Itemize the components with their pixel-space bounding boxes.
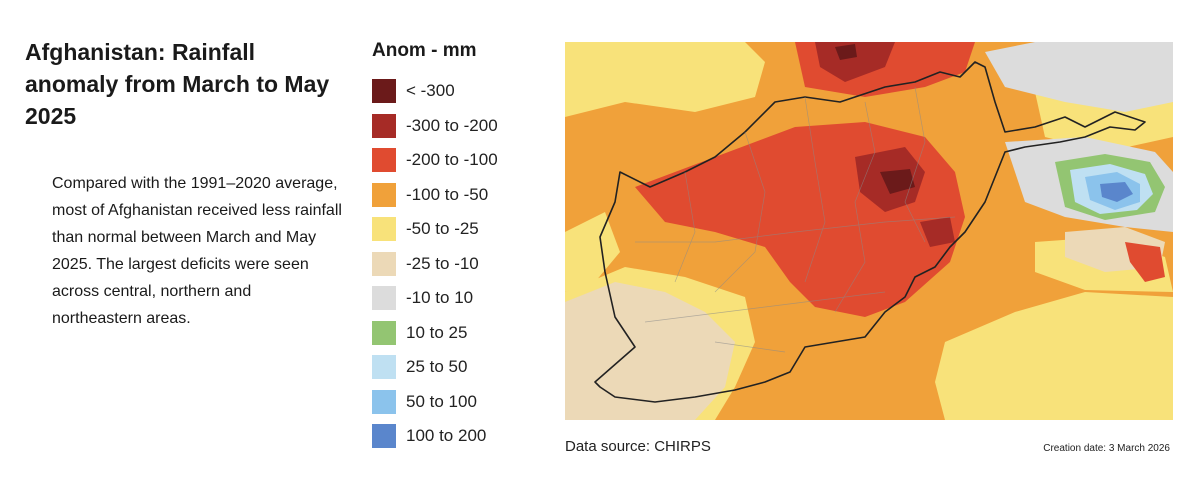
legend-swatch <box>372 355 396 380</box>
map-zone-red-east <box>1125 242 1165 282</box>
legend-label: 50 to 100 <box>406 391 477 411</box>
map-zone-darkest-north <box>835 44 857 60</box>
legend-item: -100 to -50 <box>372 178 542 213</box>
legend-swatch <box>372 424 396 449</box>
legend-item: 50 to 100 <box>372 385 542 420</box>
legend-item: -200 to -100 <box>372 143 542 178</box>
map-zone-yellow-nw <box>565 42 765 117</box>
legend-item: 10 to 25 <box>372 316 542 351</box>
legend-swatch <box>372 320 396 345</box>
legend-label: -25 to -10 <box>406 253 479 273</box>
map-description: Compared with the 1991–2020 average, mos… <box>52 175 342 327</box>
legend-label: 10 to 25 <box>406 322 468 342</box>
legend-label: -50 to -25 <box>406 219 479 239</box>
legend-item: -25 to -10 <box>372 247 542 282</box>
map-zone-yellow-se <box>935 292 1173 420</box>
map-zone-beige-sw <box>565 282 735 420</box>
legend-title: Anom - mm <box>372 40 477 61</box>
legend-label: 25 to 50 <box>406 357 468 377</box>
map-title: Afghanistan: Rainfall anomaly from March… <box>25 39 330 129</box>
legend-item: 25 to 50 <box>372 350 542 385</box>
legend-label: -100 to -50 <box>406 184 489 204</box>
legend-label: -300 to -200 <box>406 115 498 135</box>
map-zone-darkred-north <box>815 42 895 82</box>
legend-swatch <box>372 182 396 207</box>
legend-label: -10 to 10 <box>406 288 474 308</box>
legend-label: 100 to 200 <box>406 426 487 446</box>
legend-list: < -300 -300 to -200 -200 to -100 -100 to -5… <box>372 74 542 454</box>
map-svg <box>565 42 1173 420</box>
rainfall-anomaly-map <box>565 42 1173 420</box>
map-zone-darkblue <box>1100 182 1133 202</box>
legend-swatch <box>372 217 396 242</box>
legend-swatch <box>372 79 396 104</box>
map-zone-darkred-east <box>920 217 955 247</box>
map-zone-darkest <box>880 169 915 194</box>
legend-label: < -300 <box>406 81 455 101</box>
afghanistan-border <box>594 61 1146 403</box>
creation-date: Creation date: 3 March 2026 <box>1043 443 1170 454</box>
data-source: Data source: CHIRPS <box>565 438 711 455</box>
legend-swatch <box>372 251 396 276</box>
legend-swatch <box>372 113 396 138</box>
legend-swatch <box>372 148 396 173</box>
legend-item: -10 to 10 <box>372 281 542 316</box>
legend-swatch <box>372 286 396 311</box>
legend: Anom - mm < -300 -300 to -200 -200 to -100… <box>372 38 542 454</box>
province-boundaries <box>635 86 956 353</box>
legend-item: -300 to -200 <box>372 109 542 144</box>
map-zone-yellow-west <box>565 212 620 292</box>
legend-label: -200 to -100 <box>406 150 498 170</box>
map-zone-grey-ne <box>985 42 1173 112</box>
legend-item: < -300 <box>372 74 542 109</box>
legend-item: 100 to 200 <box>372 419 542 454</box>
legend-swatch <box>372 389 396 414</box>
legend-item: -50 to -25 <box>372 212 542 247</box>
